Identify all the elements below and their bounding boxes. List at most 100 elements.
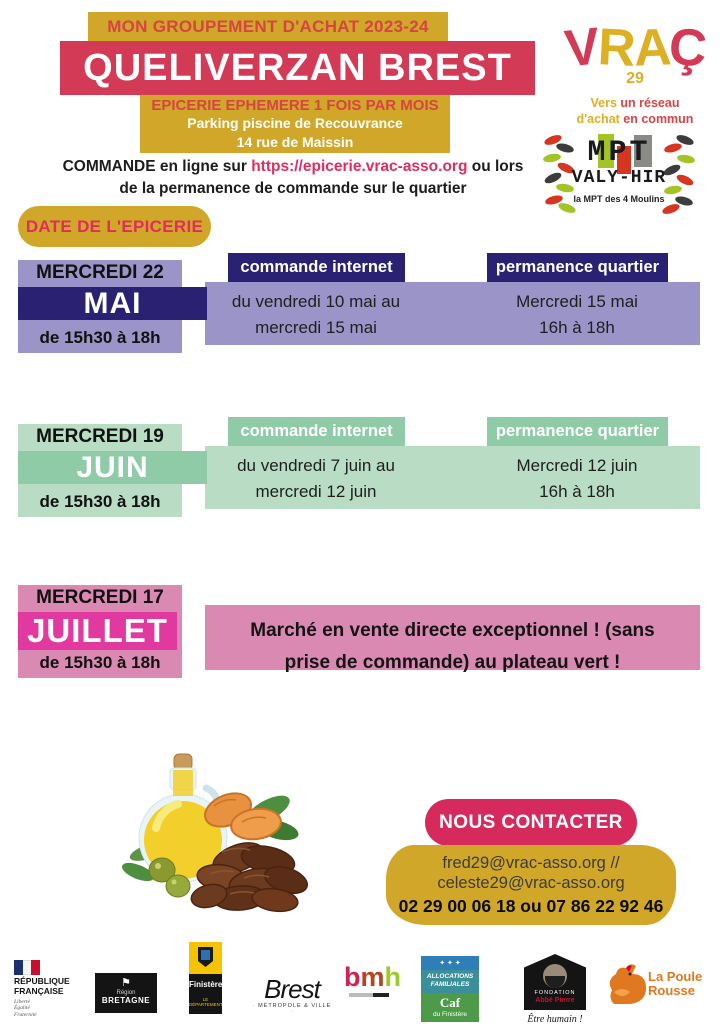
abbe-pierre-beard <box>545 976 565 988</box>
brest-name: Brest <box>264 974 321 1004</box>
abbe-pierre-label: Abbé Pierre <box>535 997 575 1004</box>
schedule-band <box>205 446 700 509</box>
kicker-banner: MON GROUPEMENT D'ACHAT 2023-24 <box>88 12 448 41</box>
permanence-header: permanence quartier <box>487 253 668 282</box>
bretagne-line-1: Région <box>116 990 136 996</box>
region-bretagne-logo: ⚑ Région BRETAGNE <box>95 973 157 1013</box>
section-badge-dates: DATE DE L'EPICERIE <box>18 206 211 247</box>
vrac-tagline-part: Vers <box>590 96 621 110</box>
food-illustration <box>110 748 310 933</box>
date-card-day: MERCREDI 19 <box>36 426 164 447</box>
bretagne-line-2: BRETAGNE <box>101 996 151 1005</box>
finistere-dept: LE DÉPARTEMENT <box>189 997 223 1007</box>
address-line-1: Parking piscine de Recouvrance <box>187 115 403 131</box>
caf-name: Caf <box>439 994 461 1010</box>
bmh-letter-m: m <box>360 962 385 992</box>
rf-motto-2: Égalité <box>14 1005 30 1012</box>
schedule-block-mai: commande internet permanence quartier du… <box>0 253 724 353</box>
partner-logos-footer: RÉPUBLIQUE FRANÇAISE Liberté Égalité Fra… <box>0 938 724 1024</box>
contact-email-1[interactable]: fred29@vrac-asso.org // <box>442 853 620 872</box>
contact-email-2[interactable]: celeste29@vrac-asso.org <box>437 873 625 892</box>
order-info: COMMANDE en ligne sur https://epicerie.v… <box>10 156 576 201</box>
permanence-header: permanence quartier <box>487 417 668 446</box>
poule-line-2: Rousse <box>648 982 695 998</box>
date-card-day: MERCREDI 22 <box>36 262 164 283</box>
address-line-2: 14 rue de Maissin <box>236 133 354 150</box>
house-icon: FONDATION Abbé Pierre <box>524 954 586 1010</box>
contact-button[interactable]: NOUS CONTACTER <box>425 799 637 846</box>
french-flag-icon <box>14 960 41 975</box>
order-internet-header: commande internet <box>228 253 405 282</box>
order-internet-dates: du vendredi 10 mai au mercredi 15 mai <box>206 289 426 342</box>
bmh-letter-b: b <box>344 962 361 992</box>
order-info-prefix: COMMANDE en ligne sur <box>62 158 252 175</box>
rf-motto-3: Fraternité <box>14 1011 37 1018</box>
vrac-tagline-part: en commun <box>623 111 694 126</box>
date-card-month: JUILLET <box>18 612 177 650</box>
date-card-hours: de 15h30 à 18h <box>39 328 161 347</box>
schedule-block-juin: commande internet permanence quartier du… <box>0 417 724 517</box>
mpt-valy-hir-logo: MPT VALY-HIR la MPT des 4 Moulins <box>543 128 695 216</box>
fondation-label: FONDATION <box>534 990 576 996</box>
perm-line-2: 16h à 18h <box>539 482 615 502</box>
perm-line-1: Mercredi 12 juin <box>516 456 638 475</box>
finistere-name: Finistère <box>189 980 223 989</box>
vrac-letter: Ç <box>666 17 708 79</box>
vrac-logo: VRAÇ 29 Vers un réseau d'achat en commun <box>560 17 710 127</box>
caf-finistere-logo: ALLOCATIONS FAMILIALES Caf du Finistère <box>421 956 479 1022</box>
mpt-logo-graphic <box>543 134 695 214</box>
permanence-dates: Mercredi 12 juin 16h à 18h <box>467 453 687 506</box>
finistere-logo: Finistère LE DÉPARTEMENT <box>189 942 223 1014</box>
mpt-subtitle: la MPT des 4 Moulins <box>573 194 665 204</box>
order-info-line2: de la permanence de commande sur le quar… <box>119 180 467 198</box>
poule-line-1: La Poule <box>648 969 703 984</box>
vrac-number: 29 <box>626 70 644 87</box>
contact-phone: 02 29 00 06 18 ou 07 86 22 92 46 <box>398 895 664 916</box>
order-info-suffix: ou lors <box>467 158 524 175</box>
order-line-2: mercredi 12 juin <box>255 482 377 502</box>
subtitle-block: EPICERIE EPHEMERE 1 FOIS PAR MOIS Parkin… <box>140 95 450 153</box>
rf-name-1: RÉPUBLIQUE <box>14 976 70 986</box>
vrac-wordmark: VRAÇ <box>560 17 710 79</box>
brest-metropole-logo: Brest · MÉTROPOLE & VILLE · <box>252 974 332 1015</box>
mpt-word: MPT <box>587 136 651 170</box>
special-market-note: Marché en vente directe exceptionnel ! (… <box>225 615 680 680</box>
perm-line-2: 16h à 18h <box>539 318 615 338</box>
permanence-dates: Mercredi 15 mai 16h à 18h <box>467 289 687 342</box>
order-line-1: du vendredi 7 juin au <box>237 456 395 475</box>
bretagne-flag-icon: ⚑ <box>121 977 131 989</box>
rf-motto-1: Liberté <box>14 998 30 1005</box>
mpt-name: VALY-HIR <box>571 168 667 188</box>
olive-oil-almonds-illustration <box>122 753 308 913</box>
caf-line-1: ALLOCATIONS <box>426 973 474 980</box>
special-line-1: Marché en vente directe exceptionnel ! (… <box>250 620 655 641</box>
rf-name-2: FRANÇAISE <box>14 985 64 996</box>
contact-info-blob: fred29@vrac-asso.org // celeste29@vrac-a… <box>386 845 676 925</box>
bmh-logo: bmh <box>344 962 401 997</box>
vrac-letter: V <box>562 17 601 79</box>
order-line-1: du vendredi 10 mai au <box>231 292 401 311</box>
schedule-band <box>205 282 700 345</box>
subtitle: EPICERIE EPHEMERE 1 FOIS PAR MOIS <box>151 97 439 114</box>
finistere-crest-icon <box>189 942 222 974</box>
caf-line-2: FAMILIALES <box>430 981 470 989</box>
caf-sub: du Finistère <box>433 1010 467 1018</box>
republique-francaise-logo: RÉPUBLIQUE FRANÇAISE Liberté Égalité Fra… <box>14 960 74 1018</box>
vrac-letter: R <box>596 18 636 78</box>
fondation-abbe-pierre-logo: FONDATION Abbé Pierre Être humain ! <box>520 954 590 1024</box>
bmh-letter-h: h <box>384 962 402 992</box>
date-card-month: JUIN <box>18 451 207 484</box>
bmh-underline <box>349 993 389 997</box>
order-internet-dates: du vendredi 7 juin au mercredi 12 juin <box>206 453 426 506</box>
order-line-2: mercredi 15 mai <box>255 318 377 338</box>
hen-icon <box>609 964 646 1004</box>
schedule-block-juillet: Marché en vente directe exceptionnel ! (… <box>0 585 724 685</box>
schedule-band <box>205 605 700 670</box>
vrac-tagline-part: d'achat <box>576 111 624 126</box>
order-link[interactable]: https://epicerie.vrac-asso.org <box>251 158 468 175</box>
date-card-hours: de 15h30 à 18h <box>39 653 161 672</box>
vrac-letter: A <box>632 18 671 78</box>
page-title: QUELIVERZAN BREST <box>60 41 535 95</box>
vrac-tagline: Vers un réseau d'achat en commun <box>560 96 710 127</box>
